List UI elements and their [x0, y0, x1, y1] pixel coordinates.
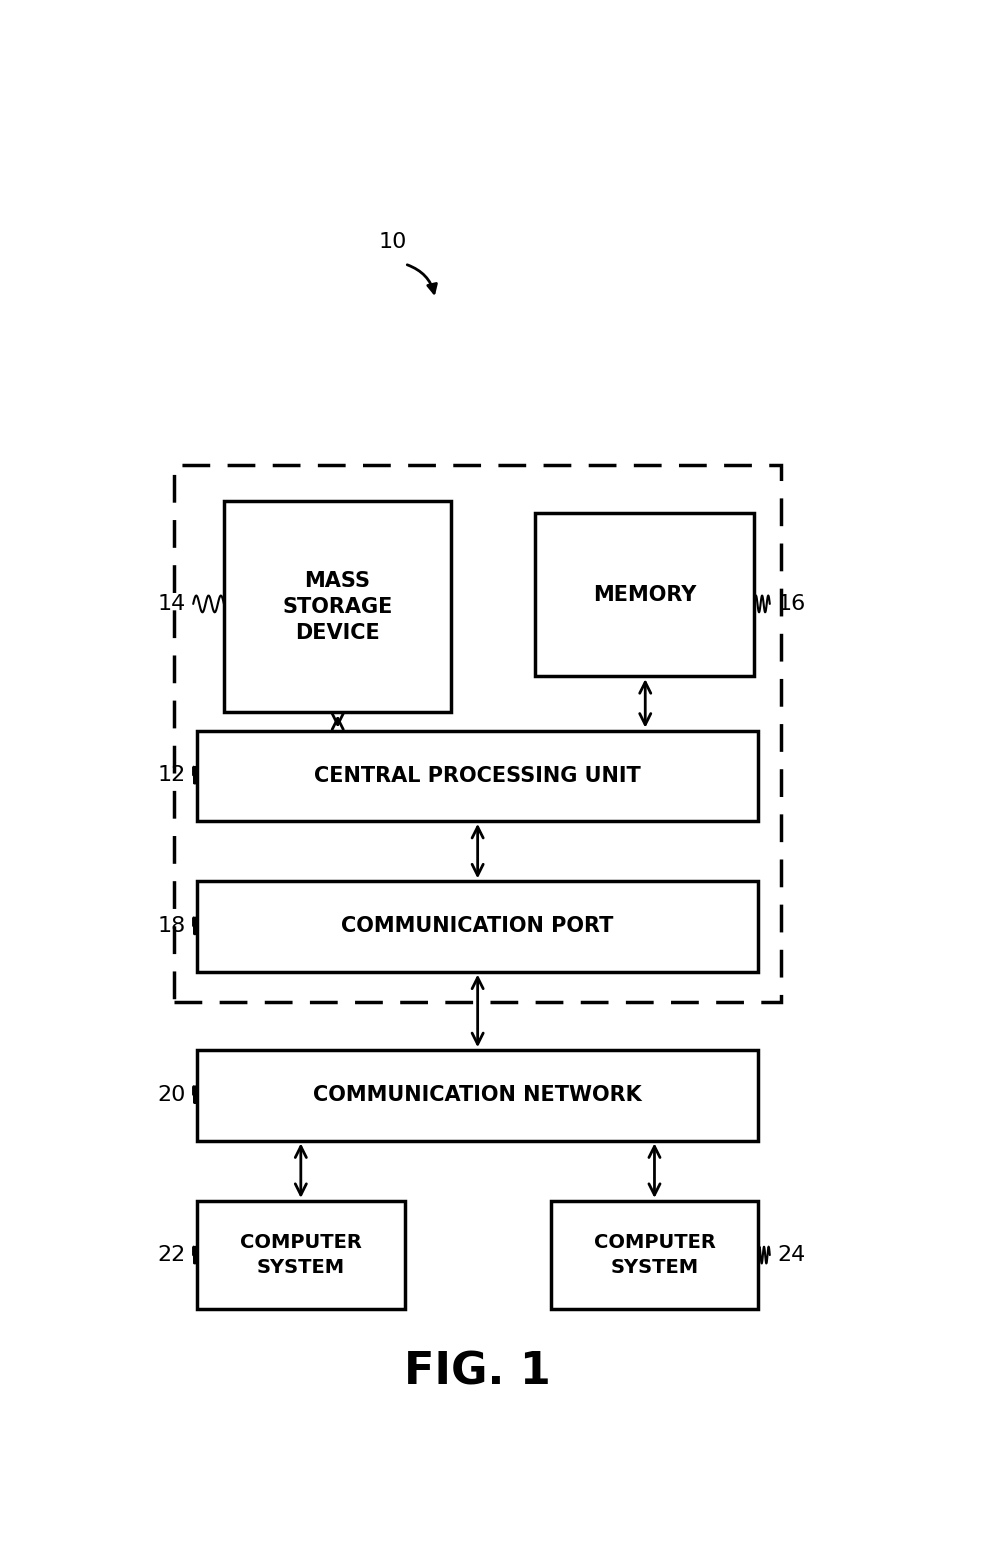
Text: 10: 10	[379, 232, 408, 252]
Bar	[197, 730, 758, 821]
Text: 24: 24	[778, 1245, 806, 1265]
Text: MASS
STORAGE
DEVICE: MASS STORAGE DEVICE	[282, 570, 393, 644]
Bar	[197, 1051, 758, 1140]
FancyArrowPatch shape	[408, 265, 436, 293]
Bar	[536, 514, 755, 677]
Bar	[197, 882, 758, 971]
Text: COMPUTER
SYSTEM: COMPUTER SYSTEM	[593, 1232, 715, 1276]
Text: COMMUNICATION PORT: COMMUNICATION PORT	[341, 916, 614, 936]
Text: COMPUTER
SYSTEM: COMPUTER SYSTEM	[240, 1232, 362, 1276]
Bar	[224, 501, 450, 713]
Text: CENTRAL PROCESSING UNIT: CENTRAL PROCESSING UNIT	[314, 766, 641, 786]
Bar	[551, 1201, 758, 1309]
Text: 12: 12	[158, 766, 186, 785]
Text: 20: 20	[157, 1085, 186, 1104]
Text: FIG. 1: FIG. 1	[404, 1350, 552, 1394]
Text: 22: 22	[158, 1245, 186, 1265]
Text: 16: 16	[778, 594, 806, 614]
Text: MEMORY: MEMORY	[593, 584, 696, 604]
Text: COMMUNICATION NETWORK: COMMUNICATION NETWORK	[313, 1085, 642, 1106]
Text: 18: 18	[158, 916, 186, 936]
Bar	[174, 465, 782, 1002]
Bar	[197, 1201, 405, 1309]
Text: 14: 14	[158, 594, 186, 614]
